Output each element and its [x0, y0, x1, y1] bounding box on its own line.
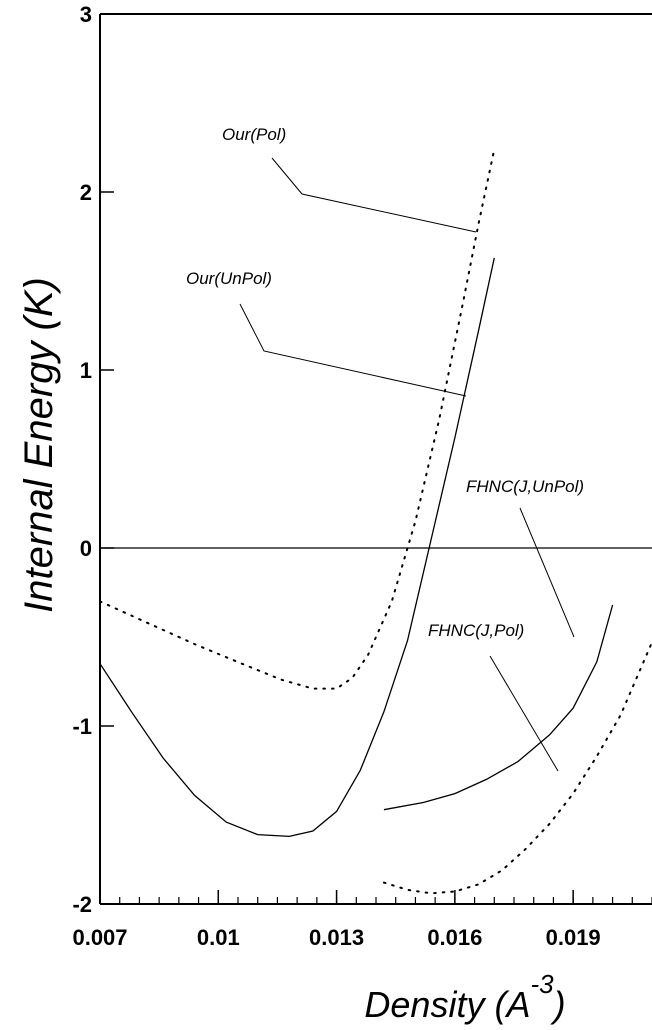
- x-axis-title-text: Density (A: [364, 984, 530, 1025]
- y-tick-label: 3: [80, 2, 92, 27]
- annotation-labels: Our(Pol) Our(UnPol) FHNC(J,UnPol) FHNC(J,Po…: [186, 125, 584, 640]
- annotation-label: Our(Pol): [222, 125, 286, 144]
- y-axis-title: Internal Energy (K): [17, 277, 61, 613]
- annotation-leader: [239, 303, 467, 397]
- x-axis-title-exponent: -3: [530, 969, 554, 999]
- annotation-leader: [519, 507, 575, 638]
- annotation-leaders: [239, 157, 575, 772]
- x-axis-title: Density (A-3): [364, 969, 565, 1025]
- annotation-label: Our(UnPol): [186, 269, 272, 288]
- y-tick-label: -1: [72, 714, 92, 739]
- x-tick-label: 0.016: [427, 925, 482, 950]
- annotation-label: FHNC(J,UnPol): [466, 477, 584, 496]
- x-tick-label: 0.019: [546, 925, 601, 950]
- series-line-fhnc-j-pol: [382, 641, 652, 895]
- y-tick-label: 1: [80, 358, 92, 383]
- x-tick-label: 0.01: [197, 925, 240, 950]
- x-tick-label: 0.007: [72, 925, 127, 950]
- annotation-label: FHNC(J,Pol): [428, 621, 524, 640]
- annotation-leader: [489, 655, 559, 772]
- y-tick-label: -2: [72, 892, 92, 917]
- x-axis-title-close: ): [550, 984, 566, 1025]
- y-tick-label: 0: [80, 536, 92, 561]
- x-minor-ticks: [99, 897, 652, 904]
- x-tick-label: 0.013: [309, 925, 364, 950]
- series-line-fhnc-j-unpol: [383, 604, 614, 811]
- annotation-leader: [271, 157, 477, 233]
- x-ticks: 0.007 0.01 0.013 0.016 0.019: [72, 890, 601, 950]
- series-line-our-pol: [99, 148, 496, 690]
- series-line-our-unpol: [99, 257, 495, 838]
- axes: [99, 13, 652, 905]
- series-layer: [99, 148, 652, 895]
- y-tick-label: 2: [80, 180, 92, 205]
- y-ticks: -2 -1 0 1 2 3: [72, 2, 114, 917]
